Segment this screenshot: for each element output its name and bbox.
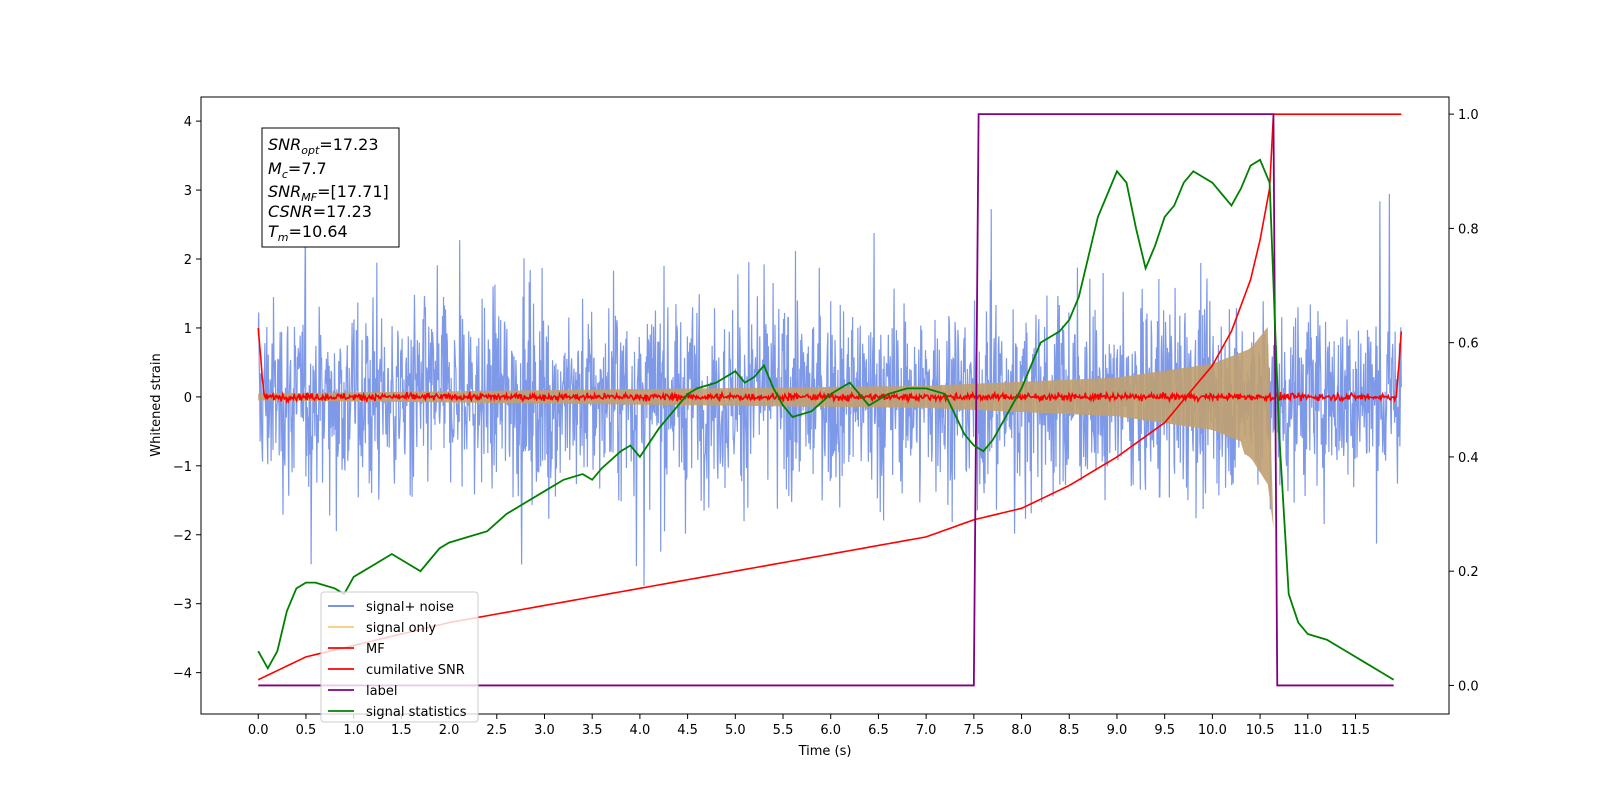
- y-axis-label: Whitened strain: [149, 353, 164, 456]
- info-snr-mf: SNRMF=[17.71]: [268, 182, 389, 204]
- x-tick-label: 8.0: [1011, 723, 1032, 738]
- x-tick-label: 7.5: [964, 723, 985, 738]
- x-tick-label: 5.0: [725, 723, 746, 738]
- x-tick-label: 8.5: [1059, 723, 1080, 738]
- x-tick-label: 4.5: [677, 723, 698, 738]
- mf-series: [257, 327, 1403, 405]
- x-tick-label: 6.0: [820, 723, 841, 738]
- label-line: [258, 113, 1394, 687]
- signal-statistics-series: [257, 158, 1395, 681]
- x-tick-label: 4.0: [630, 723, 651, 738]
- y2-axis-ticks: 1.0 0.8 0.6 0.4 0.2 0.0: [1449, 108, 1479, 694]
- y2-tick-label: 0.6: [1458, 337, 1479, 352]
- x-tick-label: 11.5: [1341, 723, 1370, 738]
- label-series: [258, 113, 1394, 687]
- signal-statistics-line: [257, 158, 1395, 681]
- x-tick-label: 10.5: [1246, 723, 1275, 738]
- y-tick-label: −2: [173, 529, 192, 544]
- legend-label: MF: [366, 642, 385, 657]
- legend-label: label: [366, 684, 397, 699]
- legend: signal+ noise signal only MF cumilative SNR…: [320, 591, 479, 723]
- y-tick-label: −4: [173, 667, 192, 682]
- x-axis-ticks: 0.0 0.5 1.0 1.5 2.0 2.5 3.0 3.5 4.0 4.5 5.0 5.5 6.0 6…: [248, 714, 1370, 738]
- mf-line: [257, 327, 1403, 405]
- info-snr-opt: SNRopt=17.23: [268, 135, 379, 157]
- legend-label: cumilative SNR: [366, 663, 465, 678]
- x-axis-label: Time (s): [798, 744, 852, 759]
- info-csnr: CSNR=17.23: [268, 202, 372, 221]
- x-tick-label: 3.0: [534, 723, 555, 738]
- legend-label: signal only: [366, 621, 436, 636]
- plot-frame: [200, 96, 1450, 715]
- y2-tick-label: 0.2: [1458, 565, 1479, 580]
- y-axis-ticks: 4 3 2 1 0 −1 −2 −3 −4: [173, 115, 201, 682]
- info-box: SNRopt=17.23 Mc=7.7 SNRMF=[17.71] CSNR=1…: [261, 127, 400, 248]
- y-tick-label: 2: [184, 253, 192, 268]
- x-tick-label: 3.5: [582, 723, 603, 738]
- x-tick-label: 6.5: [868, 723, 889, 738]
- y2-tick-label: 1.0: [1458, 108, 1479, 123]
- x-tick-label: 1.0: [343, 723, 364, 738]
- x-tick-label: 9.5: [1154, 723, 1175, 738]
- info-tm: Tm=10.64: [268, 222, 348, 244]
- x-tick-label: 10.0: [1198, 723, 1227, 738]
- info-mc: Mc=7.7: [268, 159, 327, 181]
- x-tick-label: 2.0: [439, 723, 460, 738]
- legend-box: [320, 591, 479, 723]
- x-tick-label: 0.0: [248, 723, 269, 738]
- legend-label: signal statistics: [366, 705, 467, 720]
- y-tick-label: −3: [173, 598, 192, 613]
- y-tick-label: 1: [184, 322, 192, 337]
- legend-label: signal+ noise: [366, 600, 454, 615]
- x-tick-label: 9.0: [1107, 723, 1128, 738]
- x-tick-label: 0.5: [296, 723, 317, 738]
- y-tick-label: 3: [184, 184, 192, 199]
- x-tick-label: 11.0: [1293, 723, 1322, 738]
- x-tick-label: 2.5: [486, 723, 507, 738]
- x-tick-label: 7.0: [916, 723, 937, 738]
- x-tick-label: 5.5: [773, 723, 794, 738]
- x-tick-label: 1.5: [391, 723, 412, 738]
- y2-tick-label: 0.0: [1458, 679, 1479, 694]
- y-tick-label: −1: [173, 460, 192, 475]
- y-tick-label: 0: [184, 391, 192, 406]
- y2-tick-label: 0.8: [1458, 222, 1479, 237]
- y2-tick-label: 0.4: [1458, 451, 1479, 466]
- y-tick-label: 4: [184, 115, 192, 130]
